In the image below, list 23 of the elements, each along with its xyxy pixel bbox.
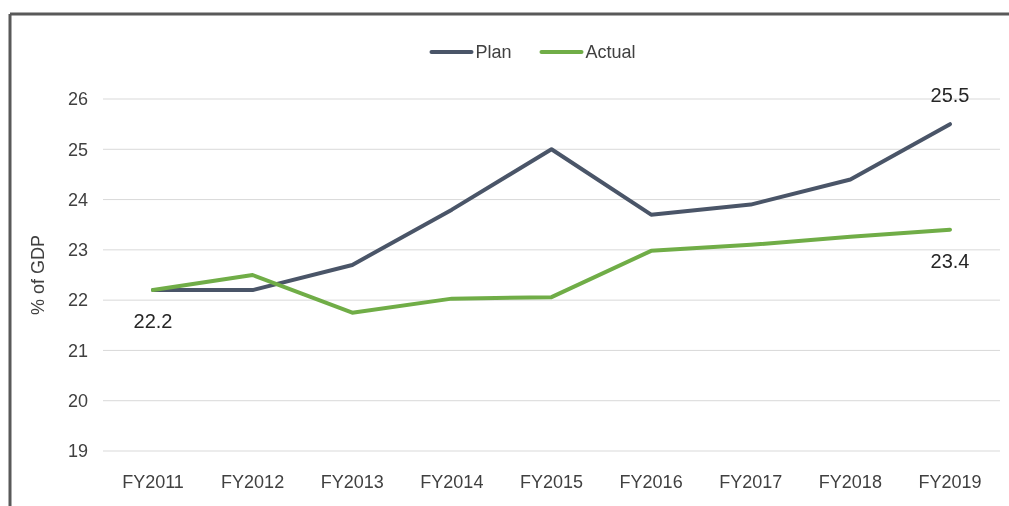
y-axis-title: % of GDP bbox=[28, 234, 48, 316]
x-tick-label: FY2013 bbox=[320, 472, 384, 492]
x-tick-label: FY2014 bbox=[420, 472, 484, 492]
data-label: 25.5 bbox=[930, 84, 970, 107]
x-tick-label: FY2011 bbox=[122, 472, 184, 492]
x-tick-label: FY2015 bbox=[519, 472, 584, 492]
y-tick-label: 26 bbox=[67, 89, 88, 110]
y-tick-label: 19 bbox=[67, 441, 88, 462]
data-label: 22.2 bbox=[133, 310, 173, 333]
legend-label: Plan bbox=[475, 42, 512, 63]
x-tick-label: FY2019 bbox=[918, 472, 982, 492]
x-tick-label: FY2017 bbox=[719, 472, 783, 492]
y-tick-label: 22 bbox=[67, 290, 88, 311]
y-tick-label: 20 bbox=[67, 391, 88, 412]
x-tick-label: FY2018 bbox=[818, 472, 882, 492]
y-tick-label: 23 bbox=[67, 240, 88, 261]
y-tick-label: 21 bbox=[67, 340, 88, 361]
legend-label: Actual bbox=[585, 42, 636, 63]
data-label: 23.4 bbox=[930, 249, 970, 272]
x-tick-label: FY2012 bbox=[221, 472, 285, 492]
y-tick-label: 24 bbox=[67, 189, 88, 210]
y-tick-label: 25 bbox=[67, 139, 88, 160]
x-tick-label: FY2016 bbox=[619, 472, 683, 492]
